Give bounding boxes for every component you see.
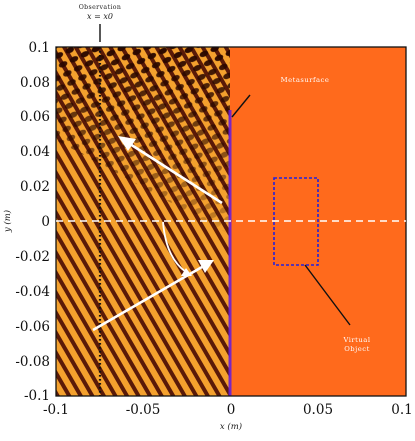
- virtual-object-label-line2: Object: [344, 345, 370, 353]
- metasurface-line: [228, 110, 232, 396]
- reflected-arrow: [118, 136, 223, 205]
- angle-arc-head: [181, 268, 192, 276]
- x-tick-label: -0.05: [126, 402, 161, 418]
- metasurface-pointer: [231, 94, 251, 118]
- virtual-object-pointer: [304, 264, 351, 326]
- y-tick-label: -0.02: [15, 249, 50, 265]
- x-tick-label: 0.1: [391, 402, 412, 418]
- virtual-object-box: [273, 177, 319, 266]
- y-tick-label: 0.06: [20, 109, 50, 125]
- virtual-object-label-line1: Virtual: [342, 336, 370, 344]
- y-tick-label: -0.1: [24, 388, 50, 404]
- observation-title: Observation: [79, 4, 122, 11]
- y-tick-label: 0.02: [20, 179, 50, 195]
- x-tick-label: 0.05: [303, 402, 333, 418]
- y-axis-label: y (m): [2, 210, 13, 233]
- x-tick-label: -0.1: [43, 402, 69, 418]
- incident-arrow: [92, 260, 214, 332]
- y-tick-label: 0.1: [29, 40, 50, 56]
- y-tick-label: 0: [41, 214, 50, 230]
- metasurface-label: Metasurface: [281, 76, 330, 84]
- x-tick-label: 0: [227, 402, 236, 418]
- x-tick-labels: -0.1 -0.05 0 0.05 0.1: [43, 402, 413, 418]
- y-tick-label: -0.04: [15, 284, 50, 300]
- x-axis-label: x (m): [220, 421, 242, 432]
- y-tick-label: -0.08: [15, 354, 50, 370]
- y-tick-labels: 0.1 0.08 0.06 0.04 0.02 0 -0.02 -0.04 -0…: [15, 40, 50, 404]
- y-tick-label: -0.06: [15, 319, 50, 335]
- observation-equation: x = x0: [87, 12, 113, 21]
- y-tick-label: 0.04: [20, 144, 50, 160]
- y-tick-label: 0.08: [20, 75, 50, 91]
- angle-arc: [162, 221, 187, 273]
